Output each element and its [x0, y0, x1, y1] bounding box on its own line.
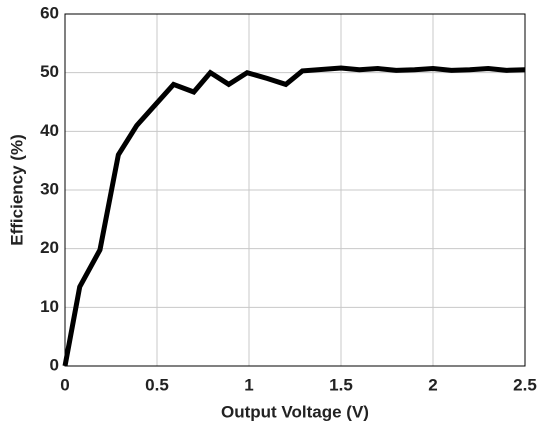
x-tick-label: 0.5 — [145, 375, 169, 394]
y-tick-label: 10 — [40, 297, 59, 316]
y-tick-label: 0 — [50, 355, 59, 374]
y-tick-label: 60 — [40, 3, 59, 22]
plot-frame — [64, 13, 526, 367]
y-tick-label: 40 — [40, 121, 59, 140]
y-axis-label: Efficiency (%) — [7, 134, 26, 245]
y-tick-label: 50 — [40, 62, 59, 81]
x-tick-label: 0 — [60, 375, 69, 394]
data-line — [62, 65, 526, 367]
x-tick-label: 1.5 — [329, 375, 353, 394]
y-tick-label: 20 — [40, 238, 59, 257]
x-tick-label: 1 — [244, 375, 253, 394]
x-tick-label: 2.5 — [513, 375, 537, 394]
y-tick-label: 30 — [40, 179, 59, 198]
x-axis-label: Output Voltage (V) — [221, 402, 369, 421]
x-tick-label: 2 — [428, 375, 437, 394]
